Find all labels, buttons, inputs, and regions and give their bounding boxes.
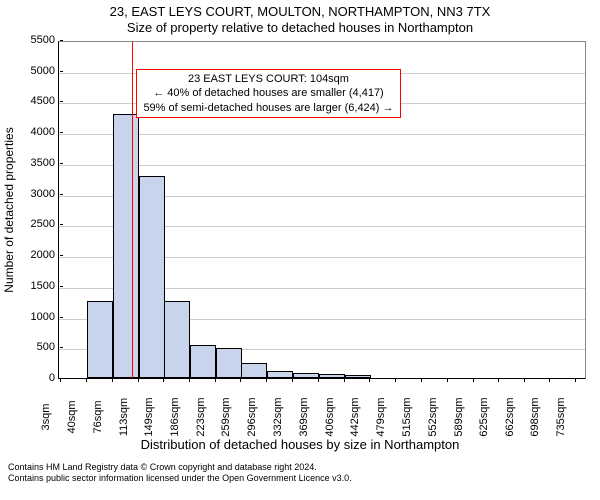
x-tick-label: 515sqm [401,397,413,436]
bar [267,371,293,378]
x-tick-label: 698sqm [529,397,541,436]
x-tick-mark [369,378,370,382]
y-tick-label: 4000 [31,126,59,138]
x-tick-mark [344,378,345,382]
x-tick-mark [266,378,267,382]
bar [164,301,190,378]
x-tick-label: 552sqm [427,397,439,436]
annotation-box: 23 EAST LEYS COURT: 104sqm ← 40% of deta… [136,69,400,118]
x-tick-label: 589sqm [453,397,465,436]
annotation-line-1: 23 EAST LEYS COURT: 104sqm [143,72,393,86]
x-tick-mark [215,378,216,382]
y-tick-label: 1000 [31,311,59,323]
x-tick-mark [447,378,448,382]
x-tick-label: 186sqm [169,397,181,436]
bar [216,348,242,378]
y-tick-label: 2500 [31,218,59,230]
annotation-line-2: ← 40% of detached houses are smaller (4,… [143,86,393,100]
y-axis-label: Number of detached properties [2,127,16,292]
x-tick-mark [549,378,550,382]
bar [319,374,345,378]
x-tick-label: 40sqm [66,400,78,433]
x-tick-label: 76sqm [92,400,104,433]
x-tick-label: 149sqm [143,397,155,436]
y-tick-label: 5500 [31,34,59,46]
x-tick-label: 369sqm [298,397,310,436]
y-tick-label: 500 [37,341,59,353]
x-tick-label: 406sqm [324,397,336,436]
y-tick-label: 5000 [31,65,59,77]
x-tick-label: 296sqm [246,397,258,436]
x-tick-label: 3sqm [40,404,52,431]
x-tick-label: 662sqm [504,397,516,436]
footer-line-1: Contains HM Land Registry data © Crown c… [8,462,592,473]
footer-attribution: Contains HM Land Registry data © Crown c… [8,462,592,484]
reference-line [132,42,133,378]
y-tick-label: 1500 [31,280,59,292]
x-tick-mark [240,378,241,382]
y-tick-label: 2000 [31,249,59,261]
title-address: 23, EAST LEYS COURT, MOULTON, NORTHAMPTO… [0,4,600,19]
x-tick-mark [498,378,499,382]
bar [139,176,165,378]
y-tick-label: 4500 [31,95,59,107]
x-axis-label: Distribution of detached houses by size … [0,437,600,452]
x-tick-label: 479sqm [375,397,387,436]
x-tick-mark [292,378,293,382]
annotation-line-3: 59% of semi-detached houses are larger (… [143,101,393,115]
y-tick-label: 3500 [31,157,59,169]
histogram-plot-area: Number of detached properties 23 EAST LE… [58,41,586,379]
footer-line-2: Contains public sector information licen… [8,473,592,484]
x-tick-mark [575,378,576,382]
x-tick-mark [395,378,396,382]
x-tick-mark [163,378,164,382]
bar [190,345,216,378]
x-tick-label: 259sqm [220,397,232,436]
x-tick-mark [318,378,319,382]
x-tick-mark [421,378,422,382]
bar [345,375,371,378]
x-tick-mark [189,378,190,382]
bar [87,301,113,378]
x-tick-label: 113sqm [118,398,130,436]
x-tick-mark [473,378,474,382]
x-tick-label: 223sqm [195,397,207,436]
x-tick-label: 625sqm [478,397,490,436]
bar [293,373,319,378]
x-tick-mark [60,378,61,382]
title-subtitle: Size of property relative to detached ho… [0,20,600,35]
x-tick-mark [86,378,87,382]
y-tick-label: 3000 [31,188,59,200]
x-tick-label: 332sqm [272,397,284,436]
bar [241,363,267,378]
x-tick-label: 735sqm [555,397,567,436]
x-ticks-container: 3sqm40sqm76sqm113sqm149sqm186sqm223sqm25… [58,379,586,437]
x-tick-label: 442sqm [349,397,361,436]
bar [113,114,139,378]
x-tick-mark [112,378,113,382]
x-tick-mark [524,378,525,382]
x-tick-mark [138,378,139,382]
